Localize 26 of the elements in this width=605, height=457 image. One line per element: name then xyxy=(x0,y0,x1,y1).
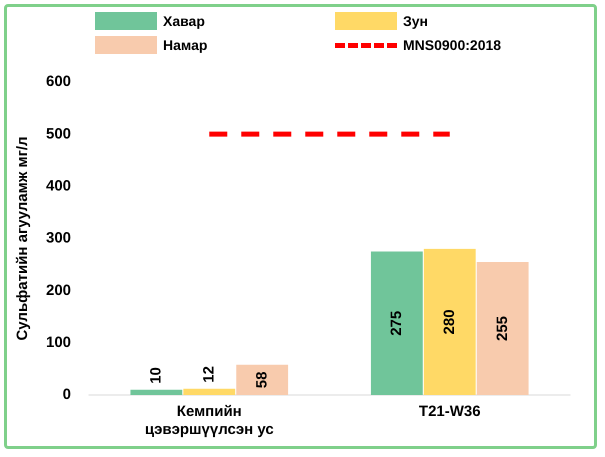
x-tick-label: Кемпийн цэвэршүүлсэн ус xyxy=(144,403,274,438)
data-label: 275 xyxy=(388,310,405,336)
bar xyxy=(424,248,476,395)
bar xyxy=(130,390,182,395)
legend-label: MNS0900:2018 xyxy=(403,37,502,53)
y-tick-label: 200 xyxy=(46,282,72,299)
data-label: 12 xyxy=(200,366,218,383)
y-tick-label: 300 xyxy=(46,230,72,247)
bar xyxy=(476,262,529,395)
bar xyxy=(183,388,236,395)
data-label: 58 xyxy=(253,372,270,388)
legend-label: Намар xyxy=(163,37,208,53)
bar xyxy=(236,364,288,395)
data-label: 255 xyxy=(494,316,511,342)
y-tick-label: 0 xyxy=(62,386,72,404)
bar xyxy=(370,252,423,395)
data-label: 10 xyxy=(148,367,165,384)
y-tick-label: 100 xyxy=(46,334,72,351)
legend-label: Зун xyxy=(403,13,428,29)
y-tick-label: 600 xyxy=(46,73,72,90)
y-tick-label: 400 xyxy=(46,177,72,194)
legend-label: Хавар xyxy=(163,13,205,29)
x-tick-label: T21-W36 xyxy=(418,403,481,420)
data-label: 280 xyxy=(440,309,458,334)
y-axis-title: Сульфатийн агууламж мг/л xyxy=(14,136,32,341)
y-tick-label: 500 xyxy=(46,125,72,142)
